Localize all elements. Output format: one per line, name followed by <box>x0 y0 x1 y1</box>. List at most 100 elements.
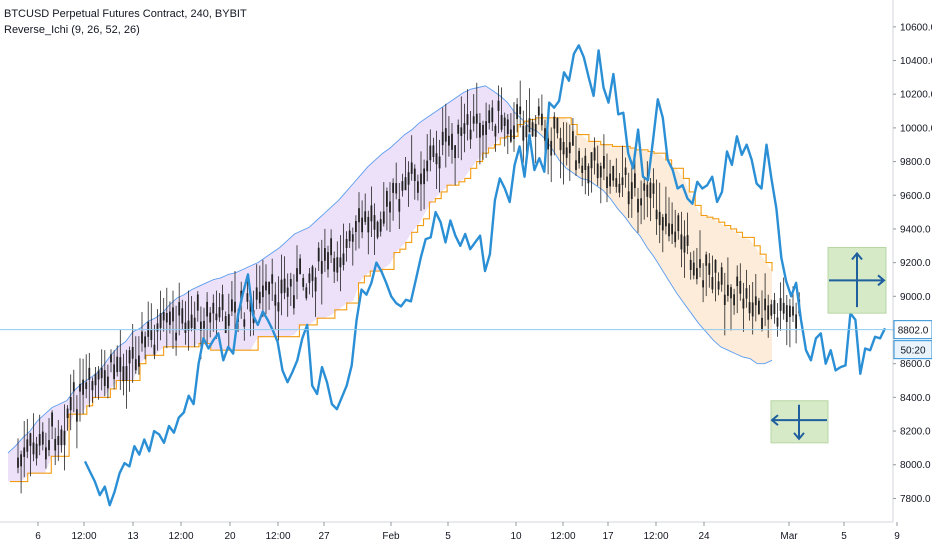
candle-body <box>795 314 797 329</box>
candle-body <box>463 123 466 134</box>
symbol-title: BTCUSD Perpetual Futures Contract, 240, … <box>4 8 247 20</box>
y-tick-label: 10200.0 <box>900 90 932 101</box>
candle-body <box>97 370 100 380</box>
candle-body <box>751 302 754 317</box>
down-arrow-marker <box>770 400 829 444</box>
candle-body <box>277 302 280 312</box>
candle-body <box>779 298 782 311</box>
candle-body <box>29 433 32 446</box>
candle-body <box>224 316 227 334</box>
candle-body <box>243 319 246 327</box>
candle-body <box>444 128 447 142</box>
x-tick-label: 27 <box>318 531 330 542</box>
candle-body <box>491 107 494 123</box>
y-axis[interactable]: 10600.0 10400.0 10200.0 10000.0 9800.0 9600.0… <box>892 0 932 522</box>
candle-body <box>386 191 388 207</box>
candle-body <box>745 288 748 299</box>
candle-body <box>479 122 481 138</box>
candle-body <box>181 308 184 324</box>
candle-body <box>634 173 636 188</box>
candle-body <box>621 177 624 185</box>
candle-body <box>748 302 751 314</box>
candle-body <box>69 397 72 411</box>
candle-body <box>469 129 472 140</box>
candle-body <box>643 183 646 191</box>
x-tick-label: 10 <box>510 531 522 542</box>
last-price-label: 8802.0 <box>898 326 929 337</box>
candle-body <box>107 376 109 389</box>
price-path <box>83 44 887 507</box>
candle-body <box>215 313 218 321</box>
candle-body <box>556 118 559 134</box>
candle-body <box>339 257 342 268</box>
x-tick-label: 20 <box>224 531 236 542</box>
x-tick-label: 12:00 <box>71 531 96 542</box>
candle-body <box>587 166 590 184</box>
candle-body <box>680 234 683 250</box>
candle-body <box>767 305 770 320</box>
candle-body <box>57 436 60 445</box>
candle-body <box>401 181 404 191</box>
candle-body <box>782 302 785 314</box>
candle-body <box>432 145 435 157</box>
x-axis[interactable]: 6 12:00 13 12:00 20 12:00 27 Feb 5 10 12:00 17 12:00… <box>0 521 900 542</box>
candle-body <box>646 184 649 197</box>
y-tick-label: 10400.0 <box>900 56 932 67</box>
x-tick-label: 5 <box>841 531 847 542</box>
candle-body <box>609 173 611 187</box>
arrow-down-icon <box>770 404 827 441</box>
candle-body <box>612 166 615 181</box>
candle-body <box>17 457 19 468</box>
kijun-line <box>10 117 773 483</box>
candle-body <box>525 125 528 138</box>
candle-body <box>537 106 540 116</box>
candle-body <box>271 274 274 284</box>
cloud-bullish-area <box>8 85 515 482</box>
candle-body <box>531 122 534 137</box>
candle-body <box>134 359 137 371</box>
candle-body <box>258 291 261 304</box>
candle-body <box>590 152 593 169</box>
x-tick-label: Mar <box>780 531 798 542</box>
candle-body <box>593 147 596 161</box>
candle-body <box>720 267 723 285</box>
candle-body <box>41 431 44 445</box>
candle-body <box>758 300 760 314</box>
candle-body <box>472 116 475 124</box>
candle-body <box>689 259 692 270</box>
candle-body <box>51 412 53 427</box>
candle-body <box>178 302 181 316</box>
candle-body <box>200 321 202 331</box>
candle-body <box>754 296 757 306</box>
candle-body <box>324 248 326 261</box>
kijun-path <box>10 117 773 483</box>
candle-body <box>522 125 525 141</box>
candle-body <box>423 168 425 185</box>
candle-body <box>119 357 122 372</box>
candle-body <box>206 301 208 317</box>
candle-body <box>159 313 162 328</box>
candle-body <box>128 350 131 364</box>
candle-body <box>54 438 57 451</box>
candle-body <box>460 127 463 136</box>
candle-body <box>572 131 574 146</box>
y-tick-label: 9600.0 <box>900 191 931 202</box>
candle-body <box>708 263 711 275</box>
y-tick-label: 10000.0 <box>900 123 932 134</box>
candle-body <box>196 294 199 311</box>
candlesticks <box>17 80 801 494</box>
candle-body <box>435 153 438 165</box>
candle-body <box>308 273 311 283</box>
candle-body <box>153 344 156 355</box>
candle-body <box>398 199 401 212</box>
y-tick-label: 9400.0 <box>900 224 931 235</box>
candle-body <box>280 279 283 294</box>
candle-body <box>364 211 367 222</box>
candle-body <box>770 304 773 316</box>
candle-body <box>187 320 190 331</box>
candle-body <box>544 128 546 141</box>
candle-body <box>336 257 339 273</box>
candle-body <box>658 211 661 226</box>
candle-body <box>407 172 410 185</box>
